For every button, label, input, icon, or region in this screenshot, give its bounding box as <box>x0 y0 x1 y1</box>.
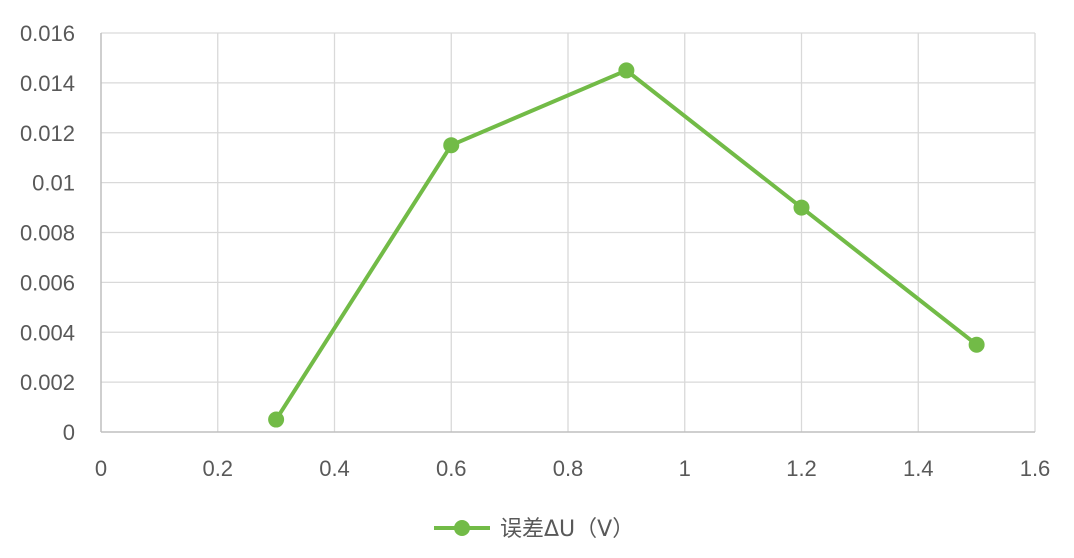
y-tick-label: 0.014 <box>20 71 75 96</box>
legend-label: 误差ΔU（V） <box>500 517 634 542</box>
y-tick-label: 0.002 <box>20 370 75 395</box>
data-point <box>443 137 460 154</box>
x-tick-label: 1 <box>679 456 691 481</box>
y-tick-label: 0.004 <box>20 320 75 345</box>
legend-marker-swatch <box>454 520 470 536</box>
y-tick-label: 0.01 <box>32 171 75 196</box>
x-tick-label: 1.6 <box>1020 456 1051 481</box>
x-tick-label: 0.6 <box>436 456 467 481</box>
series-layer <box>268 62 985 428</box>
y-tick-label: 0.012 <box>20 121 75 146</box>
x-tick-label: 0.2 <box>202 456 233 481</box>
y-tick-label: 0.016 <box>20 21 75 46</box>
legend: 误差ΔU（V） <box>434 517 634 542</box>
x-tick-label: 1.4 <box>903 456 934 481</box>
y-tick-label: 0 <box>63 420 75 445</box>
data-point <box>968 336 985 353</box>
axes <box>100 33 1035 433</box>
x-tick-label: 0 <box>95 456 107 481</box>
y-tick-label: 0.008 <box>20 221 75 246</box>
y-tick-label: 0.006 <box>20 270 75 295</box>
x-tick-labels: 0 0.2 0.4 0.6 0.8 1 1.2 1.4 1.6 <box>95 456 1050 481</box>
series-line <box>274 68 979 422</box>
y-tick-labels: 0 0.002 0.004 0.006 0.008 0.01 0.012 0.014 0.016 <box>20 21 75 445</box>
data-point <box>793 199 810 216</box>
x-tick-label: 0.4 <box>319 456 350 481</box>
grid <box>101 32 1036 432</box>
data-point <box>268 411 285 428</box>
data-point <box>618 62 635 79</box>
x-tick-label: 1.2 <box>786 456 817 481</box>
x-tick-label: 0.8 <box>553 456 584 481</box>
